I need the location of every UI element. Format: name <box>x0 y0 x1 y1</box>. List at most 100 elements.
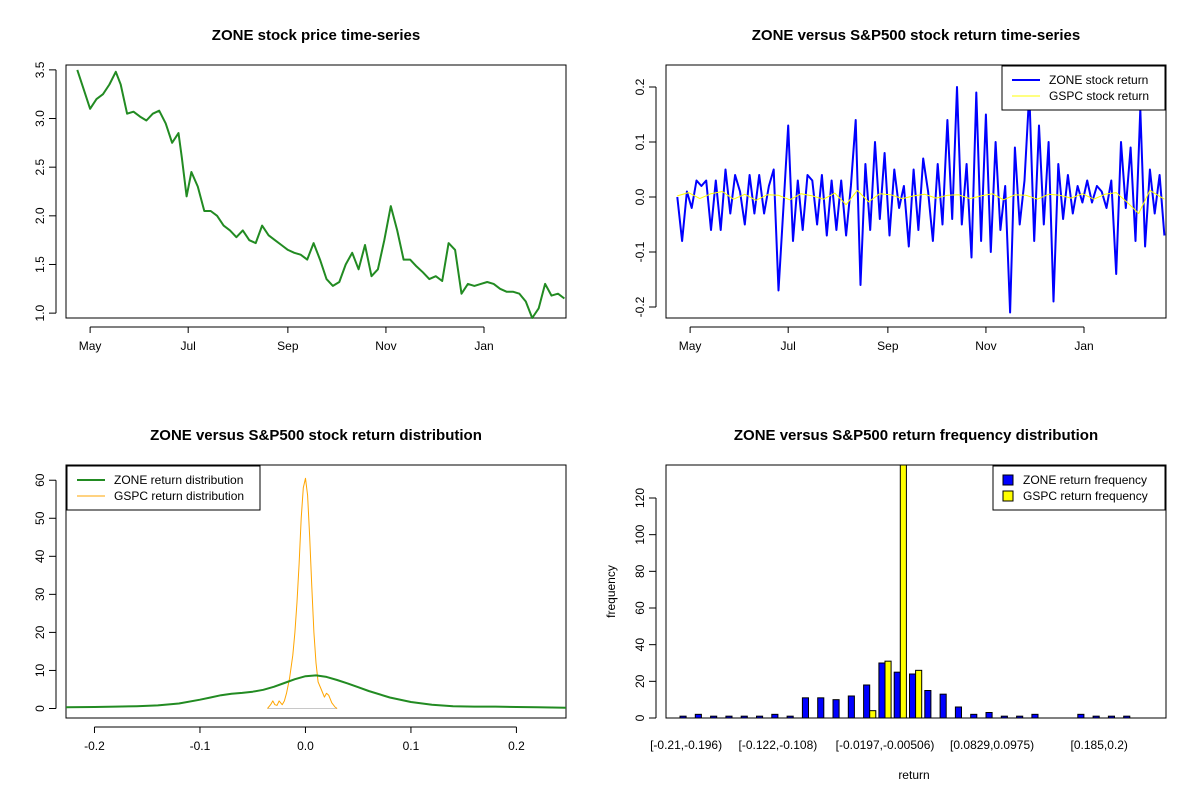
histogram-x-tick-label: [0.185,0.2) <box>1071 738 1128 752</box>
histogram-zone-bar <box>694 713 702 719</box>
density-title: ZONE versus S&P500 stock return distribu… <box>150 427 482 444</box>
histogram-zone-bar <box>1092 715 1100 719</box>
density-legend-box <box>66 465 261 511</box>
histogram-zone-bar <box>725 715 733 719</box>
density-x-tick-label: 0.0 <box>297 739 314 753</box>
histogram-zone-bar <box>740 715 748 719</box>
price-x-tick-label: Jul <box>181 339 196 353</box>
histogram-x-axis-label: return <box>898 768 929 782</box>
returns-x-tick-label: Sep <box>877 339 899 353</box>
returns-legend-box <box>1001 65 1166 111</box>
price-title: ZONE stock price time-series <box>212 27 420 44</box>
histogram-y-tick-label: 60 <box>633 601 647 615</box>
histogram-title: ZONE versus S&P500 return frequency dist… <box>734 427 1098 444</box>
histogram-gspc-bar <box>899 464 907 719</box>
returns-x-tick-label: Nov <box>975 339 996 353</box>
histogram-zone-bar <box>771 713 779 719</box>
price-series-line <box>76 69 565 319</box>
density-x-tick-label: -0.2 <box>84 739 105 753</box>
returns-x-tick-label: May <box>679 339 702 353</box>
returns-legend-label: ZONE stock return <box>1049 73 1148 87</box>
histogram-zone-bar <box>847 695 855 719</box>
price-x-tick-label: Sep <box>277 339 299 353</box>
density-y-tick-label: 40 <box>33 549 47 563</box>
histogram-zone-bar <box>1016 715 1024 719</box>
histogram-x-tick-label: [-0.0197,-0.00506) <box>836 738 935 752</box>
price-x-tick-label: Jan <box>474 339 493 353</box>
price-plot-box <box>65 64 567 319</box>
histogram-y-tick-label: 20 <box>633 674 647 688</box>
histogram-y-tick-label: 40 <box>633 638 647 652</box>
density-legend-label: ZONE return distribution <box>114 473 243 487</box>
histogram-y-tick-label: 120 <box>633 488 647 508</box>
histogram-legend-label: ZONE return frequency <box>1023 473 1147 487</box>
density-y-tick-label: 60 <box>33 473 47 487</box>
histogram-zone-bar <box>878 662 886 719</box>
histogram-zone-bar <box>710 715 718 719</box>
histogram-y-tick-label: 0 <box>633 714 647 721</box>
histogram-zone-bar <box>1031 713 1039 719</box>
histogram-zone-bar <box>756 715 764 719</box>
histogram-zone-bar <box>893 671 901 719</box>
returns-y-tick-label: -0.1 <box>633 241 647 262</box>
price-y-tick-label: 3.5 <box>33 61 47 78</box>
price-x-tick-label: May <box>79 339 102 353</box>
histogram-y-tick-label: 80 <box>633 564 647 578</box>
histogram-legend-label: GSPC return frequency <box>1023 489 1148 503</box>
histogram-zone-bar <box>1077 713 1085 719</box>
histogram-gspc-bar <box>915 669 923 719</box>
price-chart: ZONE stock price time-series 1.0 1.5 2.0 2.5… <box>33 27 567 353</box>
price-y-tick-label: 3.0 <box>33 110 47 127</box>
returns-x-tick-label: Jan <box>1074 339 1093 353</box>
histogram-zone-bar <box>786 715 794 719</box>
density-x-tick-label: -0.1 <box>190 739 211 753</box>
histogram-zone-bar <box>1123 715 1131 719</box>
price-x-tick-label: Nov <box>375 339 396 353</box>
histogram-y-tick-label: 100 <box>633 524 647 544</box>
returns-legend-label: GSPC stock return <box>1049 89 1149 103</box>
histogram-legend-swatch <box>1002 474 1014 486</box>
price-y-tick-label: 2.0 <box>33 207 47 224</box>
density-plot-box <box>65 464 567 719</box>
histogram-y-axis-label: frequency <box>604 565 618 618</box>
returns-y-tick-label: 0.1 <box>633 133 647 150</box>
histogram-gspc-bar <box>869 710 877 719</box>
histogram-x-tick-label: [0.0829,0.0975) <box>950 738 1034 752</box>
density-legend-label: GSPC return distribution <box>114 489 244 503</box>
density-y-tick-label: 20 <box>33 625 47 639</box>
histogram-x-tick-label: [-0.122,-0.108) <box>739 738 818 752</box>
returns-title: ZONE versus S&P500 stock return time-ser… <box>752 27 1080 44</box>
histogram-zone-bar <box>1107 715 1116 719</box>
density-x-tick-label: 0.2 <box>508 739 525 753</box>
price-y-tick-label: 1.5 <box>33 256 47 273</box>
histogram-zone-bar <box>863 684 871 719</box>
density-y-tick-label: 30 <box>33 587 47 601</box>
histogram-chart: ZONE versus S&P500 return frequency dist… <box>604 427 1167 782</box>
returns-zone-line <box>676 86 1166 314</box>
histogram-legend-swatch <box>1002 490 1014 502</box>
histogram-zone-bar <box>909 673 917 719</box>
density-y-tick-label: 10 <box>33 663 47 677</box>
histogram-zone-bar <box>939 693 947 719</box>
density-y-tick-label: 0 <box>33 705 47 712</box>
returns-y-tick-label: 0.2 <box>633 78 647 95</box>
density-chart: ZONE versus S&P500 stock return distribu… <box>33 427 567 753</box>
histogram-zone-bar <box>970 713 978 719</box>
returns-gspc-line <box>677 189 1165 214</box>
density-gspc-line <box>267 477 338 709</box>
returns-chart: ZONE versus S&P500 stock return time-ser… <box>633 27 1167 353</box>
returns-y-tick-label: 0.0 <box>633 188 647 205</box>
histogram-zone-bar <box>679 715 687 719</box>
histogram-zone-bar <box>954 706 963 719</box>
histogram-zone-bar <box>1000 715 1008 719</box>
density-y-tick-label: 50 <box>33 511 47 525</box>
histogram-zone-bar <box>832 699 840 719</box>
histogram-zone-bar <box>985 712 993 719</box>
returns-x-tick-label: Jul <box>781 339 796 353</box>
density-zone-line <box>65 674 567 709</box>
returns-y-tick-label: -0.2 <box>633 296 647 317</box>
histogram-zone-bar <box>801 697 810 719</box>
returns-plot-box <box>665 64 1167 319</box>
